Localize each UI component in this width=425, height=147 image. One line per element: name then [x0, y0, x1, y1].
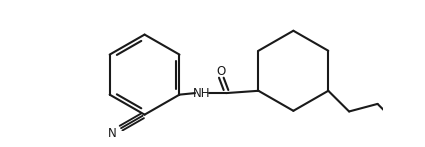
Text: NH: NH [193, 87, 210, 100]
Text: O: O [217, 65, 226, 78]
Text: N: N [108, 127, 117, 140]
